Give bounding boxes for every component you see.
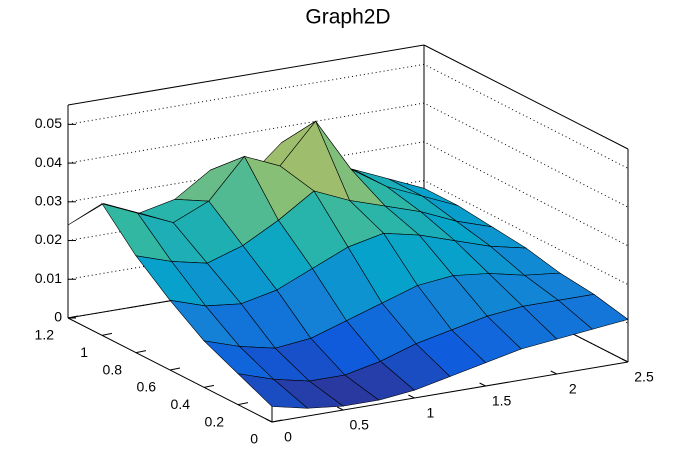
y-tick-label: 1.2 bbox=[35, 327, 55, 343]
x-tick-label: 2 bbox=[569, 381, 577, 397]
z-tick-label: 0.04 bbox=[35, 154, 62, 170]
x-tick-label: 1 bbox=[427, 405, 435, 421]
chart-title: Graph2D bbox=[305, 6, 390, 29]
grid-line bbox=[67, 63, 629, 169]
z-tick-label: 0.03 bbox=[35, 193, 62, 209]
x-tick bbox=[550, 370, 558, 375]
x-tick-label: 2.5 bbox=[634, 369, 654, 385]
y-tick bbox=[169, 367, 181, 371]
x-tick bbox=[336, 406, 344, 411]
x-tick-label: 0 bbox=[284, 429, 292, 445]
x-tick bbox=[265, 418, 273, 423]
z-tick-label: 0.05 bbox=[35, 115, 62, 131]
x-tick bbox=[408, 394, 415, 399]
y-tick-label: 0 bbox=[250, 431, 258, 447]
surface-cell bbox=[237, 373, 309, 409]
y-tick-label: 0.8 bbox=[103, 361, 123, 377]
x-tick bbox=[621, 358, 629, 363]
box-edge bbox=[67, 44, 425, 106]
x-tick-label: 1.5 bbox=[492, 393, 512, 409]
y-tick-label: 0.4 bbox=[171, 396, 191, 412]
y-tick bbox=[101, 332, 113, 336]
y-tick bbox=[67, 315, 79, 319]
y-tick bbox=[271, 419, 283, 423]
grid-line bbox=[67, 141, 629, 247]
z-tick-label: 0.01 bbox=[35, 270, 62, 286]
grid-line bbox=[67, 102, 629, 208]
y-tick-label: 1 bbox=[80, 344, 88, 360]
y-tick bbox=[237, 402, 249, 406]
x-tick-label: 0.5 bbox=[349, 417, 369, 433]
z-tick-label: 0.02 bbox=[35, 231, 62, 247]
z-tick-label: 0 bbox=[54, 309, 62, 325]
x-tick bbox=[479, 382, 486, 387]
y-tick bbox=[203, 384, 215, 388]
y-tick bbox=[135, 350, 147, 354]
y-tick-label: 0.2 bbox=[205, 413, 225, 429]
box-edge bbox=[271, 361, 629, 423]
y-tick-label: 0.6 bbox=[137, 379, 157, 395]
box-edge bbox=[423, 44, 629, 150]
